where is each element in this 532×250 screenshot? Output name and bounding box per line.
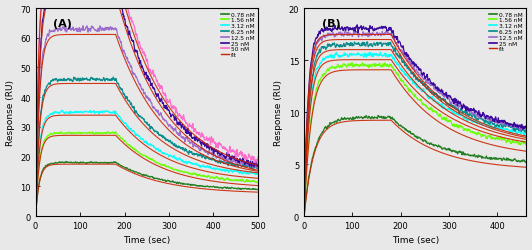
Text: (B): (B): [322, 20, 340, 29]
Y-axis label: Response (RU): Response (RU): [274, 80, 283, 146]
X-axis label: Time (sec): Time (sec): [392, 236, 439, 244]
X-axis label: Time (sec): Time (sec): [123, 236, 170, 244]
Text: (A): (A): [53, 20, 72, 29]
Legend: 0.78 nM, 1.56 nM, 3.12 nM, 6.25 nM, 12.5 nM, 25 nM, 50 nM, fit: 0.78 nM, 1.56 nM, 3.12 nM, 6.25 nM, 12.5…: [220, 12, 255, 58]
Y-axis label: Response (RU): Response (RU): [5, 80, 14, 146]
Legend: 0.78 nM, 1.56 nM, 3.12 nM, 6.25 nM, 12.5 nM, 25 nM, fit: 0.78 nM, 1.56 nM, 3.12 nM, 6.25 nM, 12.5…: [489, 12, 523, 53]
